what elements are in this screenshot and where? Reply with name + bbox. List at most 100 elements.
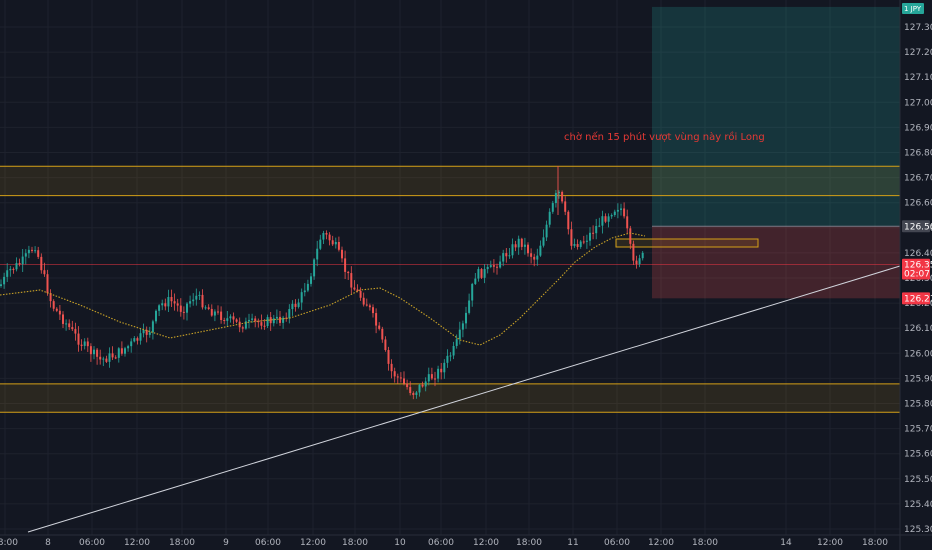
- candle: [641, 251, 644, 261]
- candle: [189, 295, 192, 308]
- candle: [58, 305, 61, 320]
- support-zone[interactable]: [0, 383, 900, 413]
- candle: [523, 237, 526, 255]
- candle: [582, 235, 585, 245]
- candle: [517, 235, 520, 255]
- candle: [564, 196, 567, 216]
- candle: [427, 367, 430, 386]
- candle: [542, 229, 545, 248]
- candle: [626, 209, 629, 235]
- candle: [455, 334, 458, 349]
- candle: [561, 190, 564, 204]
- candle: [3, 272, 6, 289]
- x-tick-label: 06:00: [604, 538, 630, 548]
- candle: [387, 346, 390, 371]
- price-tag: 126.506: [902, 220, 932, 233]
- candle: [418, 383, 421, 397]
- candle: [570, 221, 573, 250]
- candle: [235, 318, 238, 324]
- y-tick-label: 127.300: [904, 23, 932, 33]
- candle: [210, 304, 213, 317]
- candle: [96, 348, 99, 365]
- x-tick-label: 06:00: [79, 538, 105, 548]
- candle: [328, 232, 331, 246]
- y-tick-label: 126.000: [904, 349, 932, 359]
- candle: [554, 190, 557, 208]
- candle: [71, 320, 74, 332]
- y-tick-label: 126.700: [904, 174, 932, 184]
- candle: [629, 225, 632, 250]
- candle: [610, 213, 613, 219]
- candle: [161, 299, 164, 311]
- breakout-box[interactable]: [615, 238, 759, 248]
- candle: [483, 264, 486, 284]
- candle: [474, 273, 477, 285]
- candle: [266, 314, 269, 328]
- x-tick-label: 12:00: [473, 538, 499, 548]
- candle: [49, 289, 52, 308]
- candle: [117, 347, 120, 363]
- long-stop-zone[interactable]: [652, 226, 900, 299]
- candle: [15, 257, 18, 272]
- candle: [55, 307, 58, 313]
- candle: [396, 373, 399, 384]
- candle: [424, 377, 427, 392]
- price-tag-label: 126.219: [904, 294, 932, 304]
- candle: [499, 255, 502, 269]
- x-tick-label: 06:00: [255, 538, 281, 548]
- resistance-zone[interactable]: [0, 165, 900, 197]
- candle: [334, 237, 337, 249]
- annotation-text: chờ nến 15 phút vượt vùng này rồi Long: [564, 131, 765, 143]
- candle: [440, 362, 443, 380]
- candle: [114, 355, 117, 360]
- y-tick-label: 126.800: [904, 149, 932, 159]
- candle: [83, 338, 86, 350]
- candle: [167, 289, 170, 313]
- candle: [406, 379, 409, 390]
- candle: [37, 246, 40, 259]
- price-tag-label: 02:07: [904, 269, 930, 279]
- y-tick-label: 125.300: [904, 525, 932, 535]
- trendline[interactable]: [27, 265, 901, 533]
- candle: [486, 264, 489, 274]
- candle: [465, 306, 467, 329]
- candle: [579, 240, 582, 249]
- candle: [322, 230, 325, 244]
- candle: [127, 344, 130, 352]
- candle: [65, 319, 68, 331]
- candle: [74, 322, 77, 341]
- candle: [145, 326, 148, 343]
- y-tick-label: 127.200: [904, 48, 932, 58]
- symbol-tag[interactable]: 1 JPY: [902, 3, 924, 14]
- candle: [530, 248, 533, 264]
- candle: [300, 288, 303, 310]
- candle: [496, 263, 498, 275]
- candle: [251, 313, 254, 323]
- candle: [198, 291, 201, 301]
- candle: [142, 323, 145, 338]
- candle: [151, 319, 154, 340]
- candle: [238, 317, 241, 333]
- y-tick-label: 127.000: [904, 98, 932, 108]
- candle: [378, 322, 381, 331]
- candle: [558, 190, 560, 199]
- support-zone-fill: [0, 383, 900, 413]
- candle: [341, 246, 343, 263]
- x-tick-label: 10: [394, 538, 406, 548]
- long-target-zone[interactable]: [652, 6, 900, 227]
- candle: [576, 239, 579, 250]
- candle: [505, 248, 508, 263]
- candle: [536, 248, 539, 266]
- candle: [257, 318, 260, 328]
- candle: [260, 314, 263, 330]
- candle: [344, 250, 347, 280]
- candle: [201, 289, 204, 310]
- x-tick-label: 18:00: [342, 538, 368, 548]
- candle: [533, 253, 536, 267]
- candle: [232, 312, 235, 325]
- candle: [9, 265, 12, 277]
- candle: [282, 315, 285, 329]
- x-tick-label: 18:00: [0, 538, 18, 548]
